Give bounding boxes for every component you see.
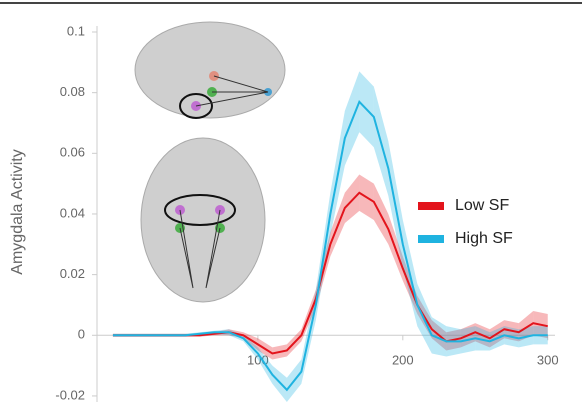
y-tick-label: 0.08 <box>60 84 85 99</box>
y-tick-label: 0.06 <box>60 145 85 160</box>
legend-label: Low SF <box>455 197 509 214</box>
error-band <box>272 365 287 402</box>
y-tick-label: -0.02 <box>55 387 85 402</box>
legend-label: High SF <box>455 230 513 247</box>
y-tick-label: 0 <box>78 327 85 342</box>
brain-sagittal <box>134 21 286 119</box>
x-tick-label: 100 <box>247 353 269 368</box>
error-band <box>518 311 534 342</box>
y-tick-label: 0.1 <box>67 23 85 38</box>
x-tick-label: 200 <box>392 353 414 368</box>
x-tick-label: 300 <box>537 353 559 368</box>
legend-swatch <box>418 235 444 243</box>
series-line <box>112 99 548 392</box>
legend-swatch <box>418 202 444 210</box>
error-band <box>344 174 360 224</box>
y-axis-label: Amygdala Activity <box>9 149 26 274</box>
error-band <box>431 317 447 357</box>
y-tick-label: 0.04 <box>60 205 85 220</box>
y-tick-label: 0.02 <box>60 266 85 281</box>
brain-axial <box>140 137 266 303</box>
error-band <box>475 326 490 351</box>
